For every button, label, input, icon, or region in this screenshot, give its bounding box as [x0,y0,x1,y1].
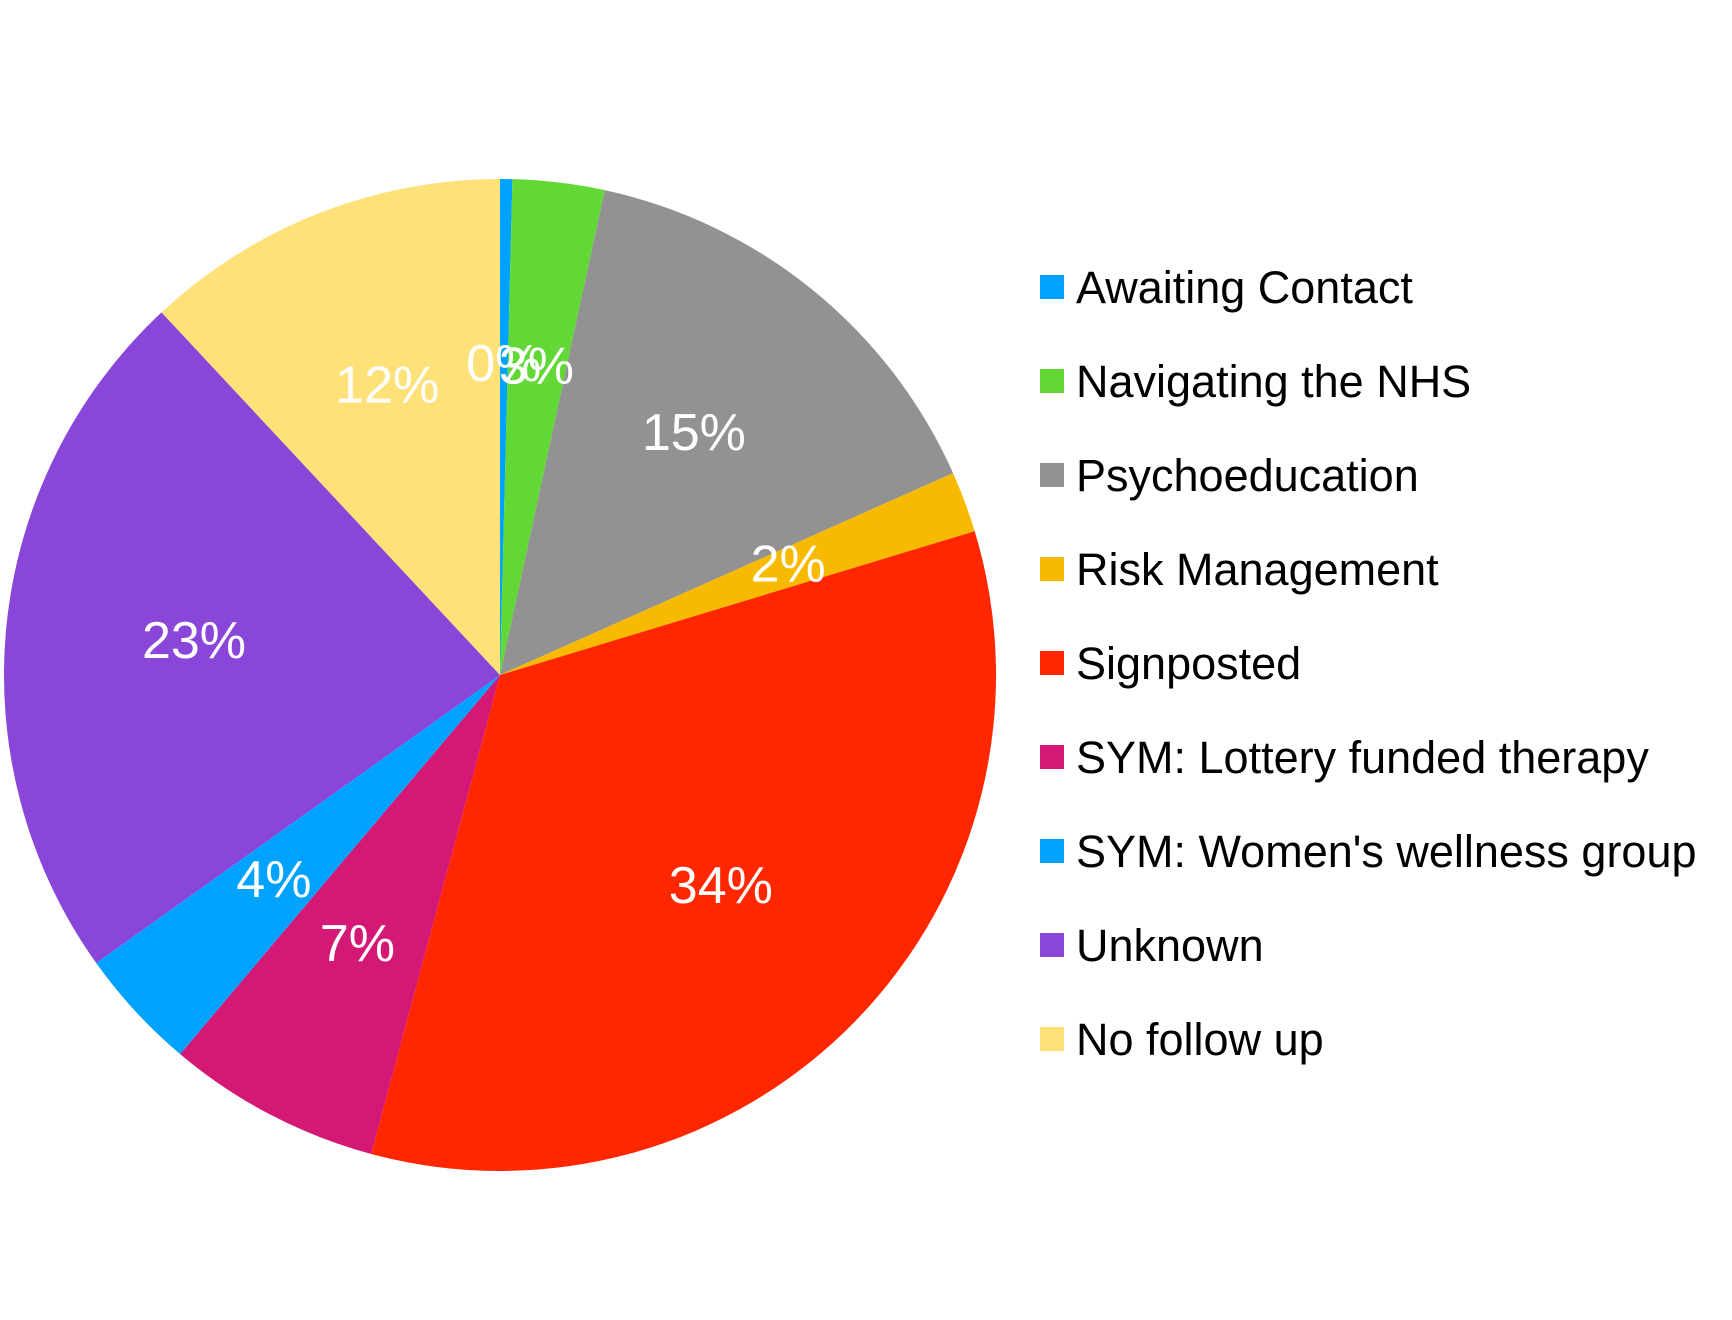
slice-data-label-1: 0% [466,335,541,393]
pie-slice-9 [161,179,500,675]
slice-data-label-6: 7% [320,915,395,973]
pie-slice-1 [500,179,513,675]
legend-swatch [1040,839,1064,863]
legend-swatch [1040,651,1064,675]
legend-item: Navigating the NHS [1040,334,1730,428]
slice-data-label-2: 3% [499,337,574,395]
legend-swatch [1040,463,1064,487]
slice-data-label-4: 2% [751,535,826,593]
pie-slice-6 [180,675,500,1154]
pie-slice-5 [371,531,996,1171]
legend-swatch [1040,369,1064,393]
legend-label: SYM: Lottery funded therapy [1076,731,1649,783]
legend-item: SYM: Women's wellness group [1040,804,1730,898]
legend-item: Signposted [1040,616,1730,710]
pie-slice-3 [500,190,954,676]
legend-item: Risk Management [1040,522,1730,616]
pie-data-labels: 0%3% 15% 2% 34% 7%4% 23% 12% [142,335,826,973]
slice-data-label-3: 15% [642,404,746,462]
slice-data-label-9: 12% [335,357,439,415]
pie-chart: 0%3% 15% 2% 34% 7%4% 23% 12% [3,179,996,1171]
legend-swatch [1040,1027,1064,1051]
legend-item: Unknown [1040,898,1730,992]
legend-swatch [1040,557,1064,581]
pie-slices [3,179,996,1171]
pie-slice-8 [3,312,501,964]
legend-swatch [1040,275,1064,299]
chart-legend: Awaiting Contact Navigating the NHS Psycho… [1040,240,1730,1086]
legend-item: SYM: Lottery funded therapy [1040,710,1730,804]
legend-label: Navigating the NHS [1076,355,1472,407]
slice-data-label-7: 4% [236,851,311,909]
pie-slice-7 [96,675,500,1055]
legend-item: Psychoeducation [1040,428,1730,522]
legend-label: Awaiting Contact [1076,261,1413,313]
legend-swatch [1040,745,1064,769]
legend-swatch [1040,933,1064,957]
legend-label: No follow up [1076,1013,1324,1065]
slice-data-label-5: 34% [669,857,773,915]
legend-item: No follow up [1040,992,1730,1086]
legend-label: Psychoeducation [1076,449,1419,501]
pie-slice-2 [500,179,605,675]
legend-label: Unknown [1076,919,1264,971]
legend-item: Awaiting Contact [1040,240,1730,334]
legend-label: SYM: Women's wellness group [1076,825,1697,877]
legend-label: Signposted [1076,637,1302,689]
slice-data-label-8: 23% [142,612,246,670]
pie-slice-4 [500,473,975,675]
legend-label: Risk Management [1076,543,1439,595]
